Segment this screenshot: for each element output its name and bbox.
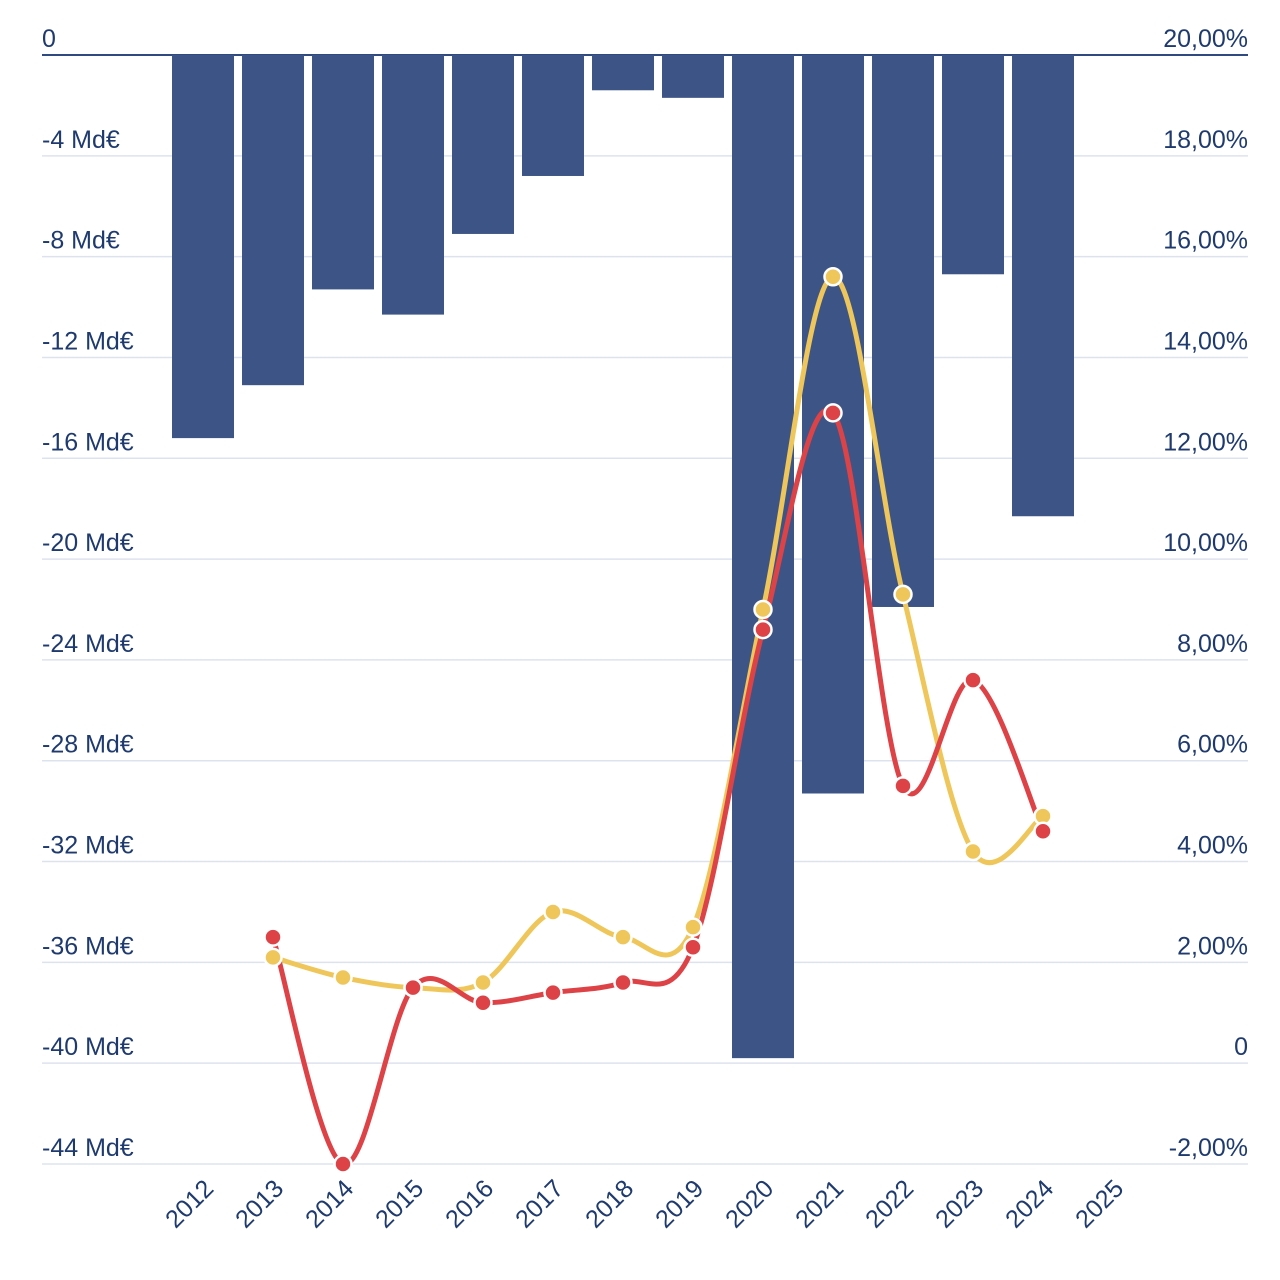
bars-layer <box>172 55 1074 1059</box>
left-tick-label: 0 <box>42 25 56 53</box>
x-tick-label: 2022 <box>860 1174 919 1233</box>
left-tick-label: -44 Md€ <box>42 1134 134 1162</box>
point-red-2014 <box>333 1154 353 1174</box>
bar-2014 <box>312 55 374 290</box>
bar-2021 <box>802 55 864 794</box>
right-tick-label: 4,00% <box>1177 832 1248 860</box>
left-tick-label: -40 Md€ <box>42 1033 134 1061</box>
left-tick-label: -32 Md€ <box>42 832 134 860</box>
point-red-2024 <box>1033 821 1053 842</box>
left-tick-label: -4 Md€ <box>42 126 120 154</box>
point-red-2020 <box>753 619 773 640</box>
bar-2019 <box>662 55 724 98</box>
series-line-red <box>270 407 1046 1167</box>
right-tick-label: 2,00% <box>1177 932 1248 960</box>
bar-2017 <box>522 55 584 176</box>
x-tick-label: 2020 <box>720 1174 779 1233</box>
point-red-2017 <box>543 982 563 1003</box>
point-red-2018 <box>613 972 633 993</box>
x-tick-label: 2012 <box>160 1174 219 1233</box>
left-tick-label: -24 Md€ <box>42 630 134 658</box>
left-tick-label: -20 Md€ <box>42 529 134 557</box>
point-red-2016 <box>473 992 493 1013</box>
x-tick-label: 2024 <box>1000 1174 1059 1233</box>
left-tick-label: -36 Md€ <box>42 932 134 960</box>
right-tick-label: 10,00% <box>1163 529 1248 557</box>
x-tick-label: 2016 <box>440 1174 499 1233</box>
point-yellow-2014 <box>333 967 353 988</box>
bar-2018 <box>592 55 654 91</box>
bar-2016 <box>452 55 514 234</box>
right-tick-label: 20,00% <box>1163 25 1248 53</box>
point-yellow-2021 <box>823 267 843 287</box>
point-yellow-2017 <box>543 902 563 922</box>
point-red-2022 <box>893 776 913 796</box>
bar-2023 <box>942 55 1004 275</box>
left-tick-label: -16 Md€ <box>42 428 134 456</box>
x-tick-label: 2015 <box>370 1174 429 1233</box>
x-tick-label: 2023 <box>930 1174 989 1233</box>
lines-layer <box>270 274 1046 1167</box>
bar-2020 <box>732 55 794 1059</box>
right-tick-label: 16,00% <box>1163 227 1248 255</box>
point-red-2019 <box>683 937 703 957</box>
left-tick-label: -12 Md€ <box>42 327 134 355</box>
right-tick-label: -2,00% <box>1169 1134 1248 1162</box>
points-layer <box>263 267 1053 1174</box>
right-tick-label: 18,00% <box>1163 126 1248 154</box>
x-tick-label: 2021 <box>790 1174 849 1233</box>
point-red-2015 <box>403 977 423 998</box>
x-tick-label: 2018 <box>580 1174 639 1233</box>
bar-2013 <box>242 55 304 386</box>
point-yellow-2016 <box>473 972 493 993</box>
right-tick-label: 6,00% <box>1177 731 1248 759</box>
bar-2015 <box>382 55 444 315</box>
point-yellow-2022 <box>893 584 913 605</box>
left-tick-label: -8 Md€ <box>42 227 120 255</box>
right-tick-label: 8,00% <box>1177 630 1248 658</box>
right-tick-label: 0 <box>1234 1033 1248 1061</box>
bar-2024 <box>1012 55 1074 517</box>
bar-2012 <box>172 55 234 439</box>
point-yellow-2023 <box>963 841 983 862</box>
point-red-2013 <box>263 927 283 947</box>
left-axis: 0 -4 Md€ -8 Md€ -12 Md€ -16 Md€ -20 Md€ -24 Md… <box>42 25 134 1162</box>
point-yellow-2019 <box>683 917 703 937</box>
x-axis: 2012 2013 2014 2015 2016 2017 2018 2019 2020 2021… <box>160 1174 1129 1233</box>
x-tick-label: 2013 <box>230 1174 289 1233</box>
point-yellow-2013 <box>263 947 283 968</box>
x-tick-label: 2014 <box>300 1174 359 1233</box>
point-yellow-2018 <box>613 927 633 947</box>
left-tick-label: -28 Md€ <box>42 731 134 759</box>
x-tick-label: 2025 <box>1070 1174 1129 1233</box>
right-tick-label: 14,00% <box>1163 327 1248 355</box>
point-red-2021 <box>823 403 843 423</box>
right-axis: 20,00% 18,00% 16,00% 14,00% 12,00% 10,00% 8,00… <box>1163 25 1248 1162</box>
x-tick-label: 2019 <box>650 1174 709 1233</box>
right-tick-label: 12,00% <box>1163 428 1248 456</box>
x-tick-label: 2017 <box>510 1174 569 1233</box>
point-red-2023 <box>963 670 983 690</box>
bar-2022 <box>872 55 934 607</box>
point-yellow-2020 <box>753 599 773 620</box>
